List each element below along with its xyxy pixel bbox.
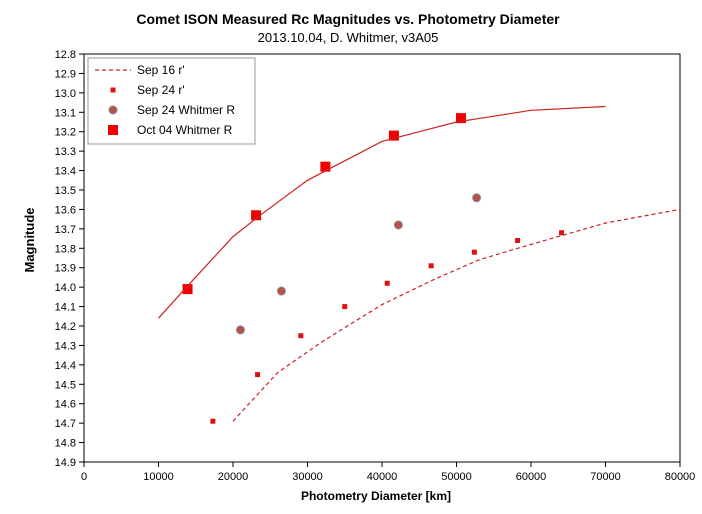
y-tick-label: 14.1: [55, 302, 76, 314]
y-tick-label: 14.8: [55, 438, 76, 450]
x-tick-label: 0: [81, 471, 87, 483]
legend: Sep 16 r' Sep 24 r' Sep 24 Whitmer R Oct 04…: [87, 57, 256, 145]
data-point-series-1: [210, 418, 216, 424]
y-tick-label: 12.8: [55, 49, 76, 61]
data-point-series-1: [559, 230, 565, 236]
data-point-series-2: [235, 325, 245, 335]
x-tick-label: 20000: [218, 471, 249, 483]
data-point-series-3: [388, 130, 399, 141]
y-tick-label: 13.3: [55, 146, 76, 158]
y-tick-label: 14.2: [55, 321, 76, 333]
series-line-4: [158, 105, 606, 319]
legend-swatch-marker: [110, 87, 116, 93]
y-tick-label: 14.5: [55, 379, 76, 391]
data-point-series-1: [515, 238, 521, 244]
legend-label: Sep 16 r': [137, 63, 185, 77]
legend-label: Sep 24 Whitmer R: [137, 103, 235, 117]
chart-title: Comet ISON Measured Rc Magnitudes vs. Ph…: [136, 11, 560, 27]
y-tick-label: 13.9: [55, 263, 76, 275]
y-tick-label: 13.1: [55, 107, 76, 119]
legend-label: Sep 24 r': [137, 83, 185, 97]
data-point-series-3: [320, 161, 331, 172]
data-point-series-2: [393, 220, 403, 230]
y-tick-label: 14.3: [55, 340, 76, 352]
data-point-series-3: [455, 113, 466, 124]
y-tick-label: 13.4: [55, 166, 76, 178]
x-tick-label: 40000: [367, 471, 398, 483]
y-tick-label: 13.5: [55, 185, 76, 197]
x-tick-label: 30000: [292, 471, 323, 483]
data-point-series-1: [298, 333, 304, 339]
chart-subtitle: 2013.10.04, D. Whitmer, v3A05: [258, 30, 439, 45]
y-tick-label: 14.4: [55, 360, 76, 372]
y-tick-label: 12.9: [55, 68, 76, 80]
y-tick-label: 14.6: [55, 399, 76, 411]
y-tick-label: 13.6: [55, 204, 76, 216]
x-tick-label: 60000: [516, 471, 547, 483]
y-tick-label: 13.2: [55, 127, 76, 139]
data-point-series-1: [471, 249, 477, 255]
x-tick-label: 10000: [143, 471, 174, 483]
series-line-0: [232, 208, 681, 422]
data-point-series-1: [342, 304, 348, 310]
y-tick-label: 14.9: [55, 457, 76, 469]
data-marks: [158, 105, 681, 424]
data-point-series-1: [255, 372, 261, 378]
y-tick-label: 13.7: [55, 224, 76, 236]
data-point-series-2: [472, 193, 482, 203]
y-tick-label: 13.0: [55, 88, 76, 100]
y-tick-label: 14.7: [55, 418, 76, 430]
data-point-series-3: [182, 284, 193, 295]
data-point-series-1: [384, 280, 390, 286]
x-axis-label: Photometry Diameter [km]: [301, 489, 451, 503]
y-axis-label: Magnitude: [22, 208, 37, 273]
legend-swatch-marker: [108, 125, 118, 135]
x-tick-label: 70000: [590, 471, 621, 483]
data-point-series-3: [251, 210, 262, 221]
x-tick-label: 50000: [441, 471, 472, 483]
legend-label: Oct 04 Whitmer R: [137, 123, 233, 137]
data-point-series-2: [276, 286, 286, 296]
data-point-series-1: [428, 263, 434, 269]
x-tick-label: 80000: [665, 471, 696, 483]
axes: 0 10000 20000 30000 40000 50000 60000 70000 8000…: [55, 49, 696, 483]
y-tick-label: 14.0: [55, 282, 76, 294]
y-tick-label: 13.8: [55, 243, 76, 255]
legend-swatch-marker: [108, 105, 118, 115]
